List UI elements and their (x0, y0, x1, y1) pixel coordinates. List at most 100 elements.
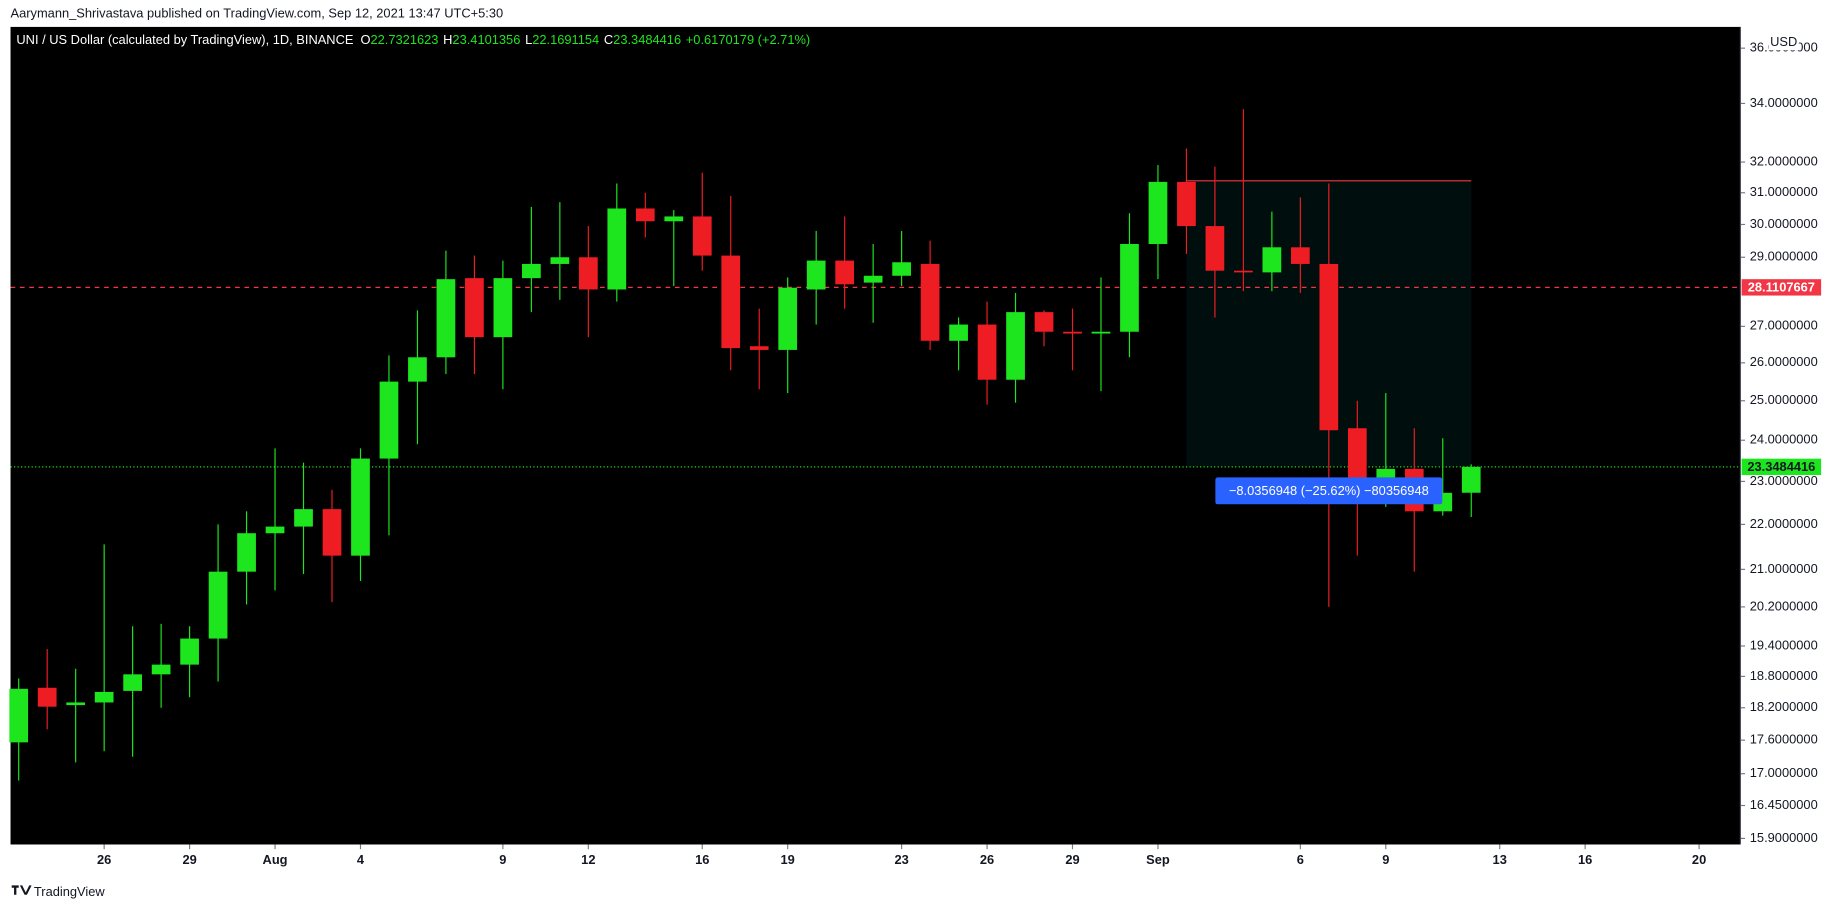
candle-body (351, 458, 370, 556)
candle-body (550, 257, 570, 264)
y-tick-label: 24.0000000 (1750, 432, 1818, 447)
y-tick-label: 18.2000000 (1750, 699, 1818, 714)
y-tick-label: 25.0000000 (1750, 392, 1818, 407)
candle (578, 226, 598, 338)
candle (607, 183, 627, 302)
y-tick-label: 19.4000000 (1750, 637, 1818, 652)
candle-body (94, 691, 114, 703)
x-tick-label: 4 (357, 852, 365, 867)
candle-body (920, 263, 940, 341)
x-tick-label: 16 (1578, 852, 1592, 867)
candle (1034, 310, 1054, 347)
x-tick-label: 20 (1692, 852, 1706, 867)
candle (379, 355, 399, 536)
candle (66, 668, 86, 763)
x-tick-label: 23 (894, 852, 908, 867)
candle (1262, 211, 1282, 292)
price-label: 23.3484416 (1747, 459, 1815, 474)
candle (1006, 292, 1025, 403)
candle-body (949, 324, 968, 341)
currency-box (1768, 33, 1799, 51)
candle-body (9, 688, 29, 743)
legend-symbol: UNI / US Dollar (calculated by TradingVi… (16, 32, 354, 47)
candle-body (977, 324, 997, 380)
brand-logo (11, 885, 32, 895)
candle (1319, 183, 1339, 607)
candle (237, 511, 256, 605)
x-tick-label: 6 (1297, 852, 1304, 867)
measure-label-box (1215, 477, 1443, 505)
candle-body (607, 208, 627, 290)
y-tick-label: 23.0000000 (1750, 473, 1818, 488)
price-label-box (1741, 279, 1822, 296)
candle-body (151, 664, 171, 675)
candle (920, 240, 940, 350)
y-tick-label: 29.0000000 (1750, 249, 1818, 264)
candle (123, 626, 142, 757)
y-tick-label: 34.0000000 (1750, 95, 1818, 110)
candle-body (1006, 312, 1025, 380)
candle-body (721, 255, 741, 349)
legend-change: +0.6170179 (+2.71%) (686, 32, 810, 47)
y-tick-label: 18.8000000 (1750, 668, 1818, 683)
measure-label: −8.0356948 (−25.62%) −80356948 (1229, 483, 1429, 498)
candle (635, 192, 655, 238)
candle-body (749, 346, 769, 350)
candle-body (1063, 331, 1082, 334)
x-tick-label: 26 (97, 852, 111, 867)
x-tick-label: 12 (581, 852, 595, 867)
candle (721, 195, 741, 371)
candle (493, 260, 513, 390)
candle (863, 244, 883, 323)
candle-body (1347, 428, 1367, 480)
candle (465, 255, 484, 375)
x-tick-label: 29 (1065, 852, 1079, 867)
legend-value: 22.7321623 (371, 32, 439, 47)
candle-body (635, 208, 655, 222)
candle (322, 489, 342, 603)
x-tick-label: 29 (182, 852, 196, 867)
candle (1290, 197, 1310, 293)
candle-body (664, 216, 684, 222)
candle-body (123, 674, 142, 691)
candle-body (408, 357, 427, 382)
candle-body (1262, 247, 1282, 273)
candle-body (465, 278, 484, 338)
candle (408, 310, 427, 445)
candle (265, 448, 285, 591)
candle (37, 648, 57, 730)
candle-body (1234, 270, 1253, 273)
y-tick-label: 16.4500000 (1750, 797, 1818, 812)
y-tick-label: 30.0000000 (1750, 216, 1818, 231)
brand: TradingView (11, 884, 105, 899)
price-label-box (1741, 458, 1822, 476)
legend-value: 22.1691154 (532, 32, 599, 47)
candle (692, 172, 712, 271)
candle-body (1148, 181, 1168, 245)
currency-label: USD (1770, 34, 1797, 49)
candle-body (1177, 181, 1196, 227)
chart-pane (10, 26, 1741, 845)
candle (522, 206, 541, 313)
candle (835, 216, 855, 309)
y-tick-label: 21.0000000 (1750, 561, 1818, 576)
candle (1177, 148, 1196, 254)
candle-body (208, 571, 228, 639)
candle (1091, 277, 1111, 392)
y-tick-label: 22.0000000 (1750, 516, 1818, 531)
legend: UNI / US Dollar (calculated by TradingVi… (16, 32, 810, 47)
candle (892, 230, 911, 287)
candle-body (1034, 312, 1054, 332)
legend-value: 23.4101356 (452, 32, 520, 47)
y-tick-label: 17.0000000 (1750, 765, 1818, 780)
candle (208, 524, 228, 682)
candle (1234, 109, 1253, 292)
x-tick-label: 9 (1382, 852, 1389, 867)
candle (151, 623, 171, 708)
candle-body (436, 279, 456, 358)
candle (1148, 165, 1168, 280)
y-tick-label: 26.0000000 (1750, 354, 1818, 369)
candle-body (778, 287, 798, 350)
brand-name: TradingView (34, 884, 105, 899)
